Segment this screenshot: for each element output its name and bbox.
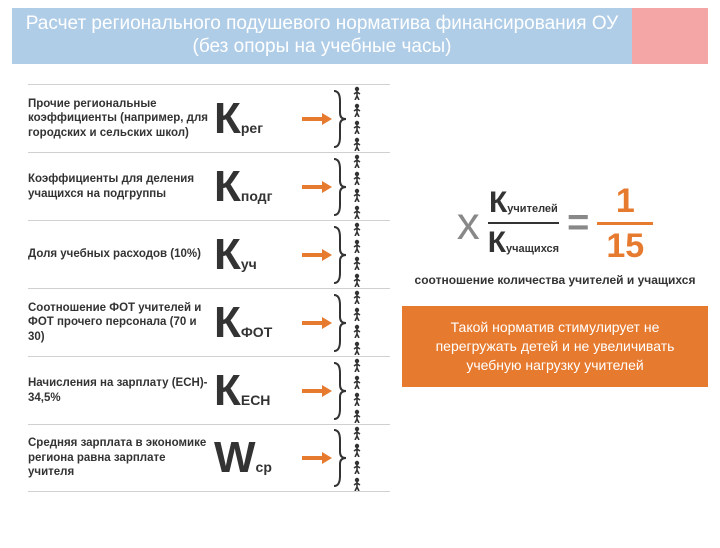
- coefficient-rows: Прочие региональные коэффициенты (наприм…: [28, 84, 390, 492]
- row-symbol: КФОТ: [214, 301, 300, 345]
- bracket-persons: [334, 357, 384, 425]
- content: Прочие региональные коэффициенты (наприм…: [0, 64, 720, 492]
- ratio: 1 15: [597, 184, 653, 263]
- bracket-icon: [334, 87, 348, 151]
- arrow-icon: [300, 384, 334, 398]
- n-reg-label: Nрег - величина регионального норматива: [402, 84, 708, 108]
- bracket-persons: [334, 424, 384, 492]
- bracket-persons: [334, 153, 384, 221]
- right-panel: Nрег - величина регионального норматива …: [390, 84, 708, 492]
- person-icons: [352, 289, 362, 357]
- page-title: Расчет регионального подушевого норматив…: [12, 8, 632, 64]
- row-symbol: КЕСН: [214, 369, 300, 413]
- bracket-icon: [334, 359, 348, 423]
- equals-sign: =: [567, 202, 589, 245]
- bracket-icon: [334, 155, 348, 219]
- coefficient-row: Средняя зарплата в экономике региона рав…: [28, 424, 390, 492]
- person-icons: [352, 357, 362, 425]
- person-icons: [352, 153, 362, 221]
- arrow-icon: [300, 248, 334, 262]
- row-symbol: Куч: [214, 233, 300, 277]
- coefficient-row: Прочие региональные коэффициенты (наприм…: [28, 84, 390, 152]
- row-label: Соотношение ФОТ учителей и ФОТ прочего п…: [28, 301, 214, 344]
- arrow-icon: [300, 180, 334, 194]
- coefficient-row: Начисления на зарплату (ЕСН)- 34,5% КЕСН: [28, 356, 390, 424]
- formula: х Кучителей Кучащихся = 1 15: [402, 184, 708, 263]
- person-icons: [352, 221, 362, 289]
- row-label: Коэффициенты для деления учащихся на под…: [28, 172, 214, 201]
- arrow-icon: [300, 112, 334, 126]
- bracket-persons: [334, 85, 384, 153]
- row-label: Начисления на зарплату (ЕСН)- 34,5%: [28, 376, 214, 405]
- arrow-icon: [300, 451, 334, 465]
- row-symbol: Кподг: [214, 165, 300, 209]
- bracket-icon: [334, 426, 348, 490]
- coefficient-row: Соотношение ФОТ учителей и ФОТ прочего п…: [28, 288, 390, 356]
- title-accent: [632, 8, 708, 64]
- coefficient-row: Коэффициенты для деления учащихся на под…: [28, 152, 390, 220]
- bracket-persons: [334, 289, 384, 357]
- title-bar: Расчет регионального подушевого норматив…: [12, 8, 708, 64]
- person-icons: [352, 424, 362, 492]
- coefficient-row: Доля учебных расходов (10%) Куч: [28, 220, 390, 288]
- multiply-sign: х: [457, 196, 480, 250]
- bracket-icon: [334, 291, 348, 355]
- row-label: Прочие региональные коэффициенты (наприм…: [28, 97, 214, 140]
- row-symbol: Крег: [214, 97, 300, 141]
- bracket-icon: [334, 223, 348, 287]
- ratio-description: соотношение количества учителей и учащих…: [402, 273, 708, 289]
- row-label: Доля учебных расходов (10%): [28, 247, 214, 261]
- bracket-persons: [334, 221, 384, 289]
- arrow-icon: [300, 316, 334, 330]
- callout-box: Такой норматив стимулирует не перегружат…: [402, 306, 708, 387]
- row-label: Средняя зарплата в экономике региона рав…: [28, 436, 214, 479]
- person-icons: [352, 85, 362, 153]
- k-fraction: Кучителей Кучащихся: [488, 186, 559, 260]
- row-symbol: Wср: [214, 436, 300, 480]
